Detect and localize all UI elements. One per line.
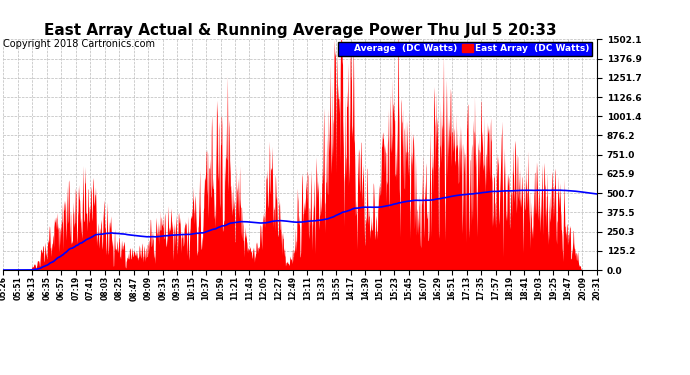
Title: East Array Actual & Running Average Power Thu Jul 5 20:33: East Array Actual & Running Average Powe… bbox=[44, 23, 556, 38]
Legend: Average  (DC Watts), East Array  (DC Watts): Average (DC Watts), East Array (DC Watts… bbox=[337, 42, 592, 56]
Text: Copyright 2018 Cartronics.com: Copyright 2018 Cartronics.com bbox=[3, 39, 155, 50]
